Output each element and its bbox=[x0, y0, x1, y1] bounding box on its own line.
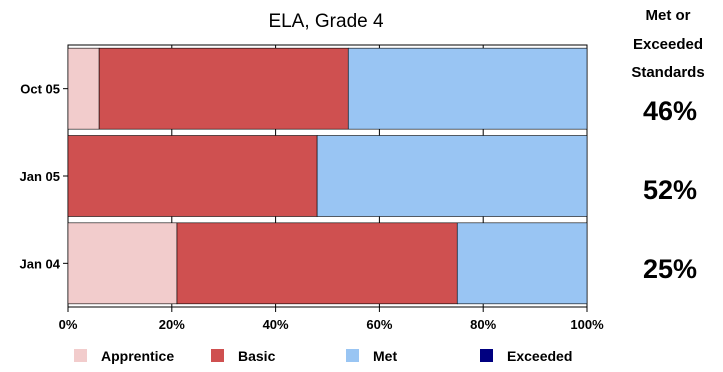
legend-swatch bbox=[74, 349, 87, 362]
bars bbox=[67, 47, 588, 305]
bar-segment-met bbox=[456, 222, 588, 305]
legend-swatch bbox=[211, 349, 224, 362]
x-tick-label: 60% bbox=[366, 317, 392, 332]
x-tick-labels: 0% 20% 40% 60% 80% 100% bbox=[59, 317, 604, 332]
side-heading-line-3: Standards bbox=[631, 64, 704, 81]
x-tick-label: 40% bbox=[263, 317, 289, 332]
x-tick-label: 20% bbox=[159, 317, 185, 332]
side-heading-line-1: Met or bbox=[646, 7, 691, 24]
side-value-oct-05: 46% bbox=[643, 96, 697, 126]
side-value-jan-05: 52% bbox=[643, 175, 697, 205]
bar-segment-apprentice bbox=[67, 222, 178, 305]
legend: Apprentice Basic Met Exceeded bbox=[74, 348, 572, 364]
side-value-jan-04: 25% bbox=[643, 254, 697, 284]
legend-swatch bbox=[480, 349, 493, 362]
category-label: Oct 05 bbox=[20, 82, 60, 97]
x-tick-label: 80% bbox=[470, 317, 496, 332]
legend-label: Met bbox=[373, 348, 397, 364]
bar-segment-apprentice bbox=[67, 47, 100, 130]
legend-label: Apprentice bbox=[101, 348, 174, 364]
bar-segment-basic bbox=[176, 222, 458, 305]
bar-segment-basic bbox=[67, 135, 318, 217]
side-heading-line-2: Exceeded bbox=[633, 36, 703, 53]
category-label: Jan 04 bbox=[20, 256, 61, 271]
bar-segment-basic bbox=[98, 47, 349, 130]
category-label: Jan 05 bbox=[20, 169, 60, 184]
x-tick-label: 0% bbox=[59, 317, 78, 332]
bar-segment-met bbox=[316, 135, 588, 217]
x-tick-label: 100% bbox=[570, 317, 604, 332]
category-labels: Oct 05 Jan 05 Jan 04 bbox=[20, 82, 61, 272]
legend-label: Basic bbox=[238, 348, 276, 364]
chart-title: ELA, Grade 4 bbox=[268, 11, 384, 32]
bar-segment-met bbox=[347, 47, 588, 130]
legend-swatch bbox=[346, 349, 359, 362]
side-panel: Met or Exceeded Standards 46% 52% 25% bbox=[631, 7, 704, 284]
legend-label: Exceeded bbox=[507, 348, 572, 364]
